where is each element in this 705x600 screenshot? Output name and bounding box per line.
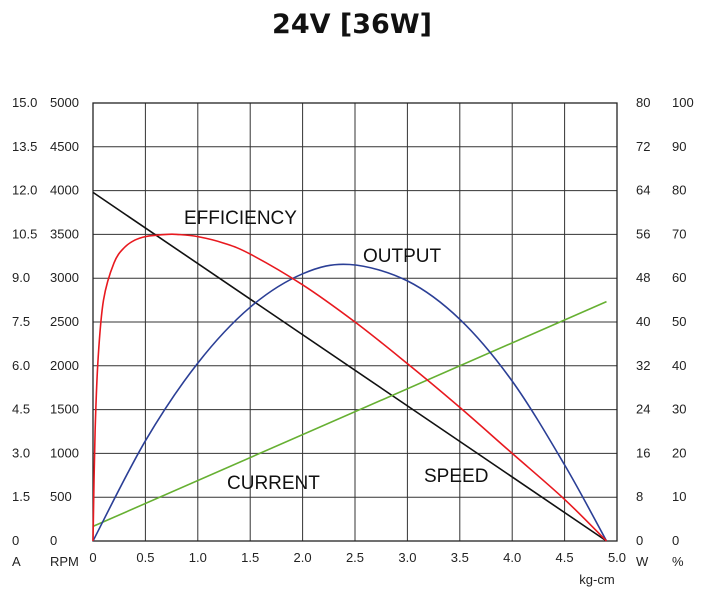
- current-tick-label: 10.5: [12, 226, 37, 241]
- plot-frame: [92, 102, 618, 542]
- current-tick-label: 3.0: [12, 445, 30, 460]
- output-unit-label: W: [636, 554, 649, 569]
- current-curve: [92, 300, 607, 528]
- x-tick-label: 0: [89, 550, 96, 565]
- x-tick-label: 1.0: [189, 550, 207, 565]
- speed-tick-label: 3000: [50, 270, 79, 285]
- output-tick-label: 56: [636, 226, 650, 241]
- x-tick-label: 4.0: [503, 550, 521, 565]
- current-tick-label: 6.0: [12, 358, 30, 373]
- efficiency-tick-label: 80: [672, 183, 686, 198]
- current-tick-label: 13.5: [12, 139, 37, 154]
- speed-tick-label: 2000: [50, 358, 79, 373]
- current-tick-label: 9.0: [12, 270, 30, 285]
- tick-labels: 0 0.5 1.0 1.5 2.0 2.5 3.0 3.5 4.0 4.5 5.0 0 1.5 3.0 4.…: [12, 95, 694, 565]
- output-tick-label: 64: [636, 183, 650, 198]
- current-unit-label: A: [12, 554, 21, 569]
- speed-tick-label: 2500: [50, 314, 79, 329]
- output-tick-label: 40: [636, 314, 650, 329]
- output-tick-label: 16: [636, 445, 650, 460]
- efficiency-tick-label: 20: [672, 445, 686, 460]
- current-tick-label: 15.0: [12, 95, 37, 110]
- x-tick-label: 2.5: [346, 550, 364, 565]
- output-tick-label: 24: [636, 402, 650, 417]
- efficiency-tick-label: 100: [672, 95, 694, 110]
- current-tick-label: 4.5: [12, 402, 30, 417]
- speed-label: SPEED: [424, 466, 488, 487]
- efficiency-tick-label: 50: [672, 314, 686, 329]
- speed-tick-label: 4000: [50, 183, 79, 198]
- speed-unit-label: RPM: [50, 554, 79, 569]
- speed-tick-label: 0: [50, 533, 57, 548]
- output-tick-label: 32: [636, 358, 650, 373]
- x-tick-label: 2.0: [294, 550, 312, 565]
- efficiency-curve: [92, 233, 608, 542]
- output-label: OUTPUT: [363, 246, 442, 267]
- efficiency-tick-label: 60: [672, 270, 686, 285]
- output-tick-label: 48: [636, 270, 650, 285]
- x-tick-label: 0.5: [136, 550, 154, 565]
- x-tick-label: 5.0: [608, 550, 626, 565]
- output-curve: [92, 263, 608, 542]
- speed-tick-label: 4500: [50, 139, 79, 154]
- x-axis-label: kg-cm: [579, 572, 614, 587]
- speed-curve: [92, 191, 607, 542]
- efficiency-unit-label: %: [672, 554, 684, 569]
- x-tick-label: 1.5: [241, 550, 259, 565]
- efficiency-label: EFFICIENCY: [184, 208, 297, 229]
- output-tick-label: 0: [636, 533, 643, 548]
- chart-title: 24V [36W]: [272, 9, 432, 40]
- current-tick-label: 1.5: [12, 489, 30, 504]
- curves: [92, 191, 608, 542]
- current-tick-label: 7.5: [12, 314, 30, 329]
- current-tick-label: 0: [12, 533, 19, 548]
- efficiency-tick-label: 90: [672, 139, 686, 154]
- output-tick-label: 8: [636, 489, 643, 504]
- speed-tick-label: 3500: [50, 226, 79, 241]
- output-tick-label: 80: [636, 95, 650, 110]
- efficiency-tick-label: 0: [672, 533, 679, 548]
- speed-tick-label: 1000: [50, 445, 79, 460]
- x-tick-label: 4.5: [556, 550, 574, 565]
- speed-tick-label: 1500: [50, 402, 79, 417]
- efficiency-tick-label: 40: [672, 358, 686, 373]
- speed-tick-label: 500: [50, 489, 72, 504]
- current-tick-label: 12.0: [12, 183, 37, 198]
- x-tick-label: 3.5: [451, 550, 469, 565]
- efficiency-tick-label: 30: [672, 402, 686, 417]
- efficiency-tick-label: 10: [672, 489, 686, 504]
- grid: [92, 102, 618, 542]
- efficiency-tick-label: 70: [672, 226, 686, 241]
- speed-tick-label: 5000: [50, 95, 79, 110]
- x-tick-label: 3.0: [398, 550, 416, 565]
- current-label: CURRENT: [227, 473, 320, 494]
- output-tick-label: 72: [636, 139, 650, 154]
